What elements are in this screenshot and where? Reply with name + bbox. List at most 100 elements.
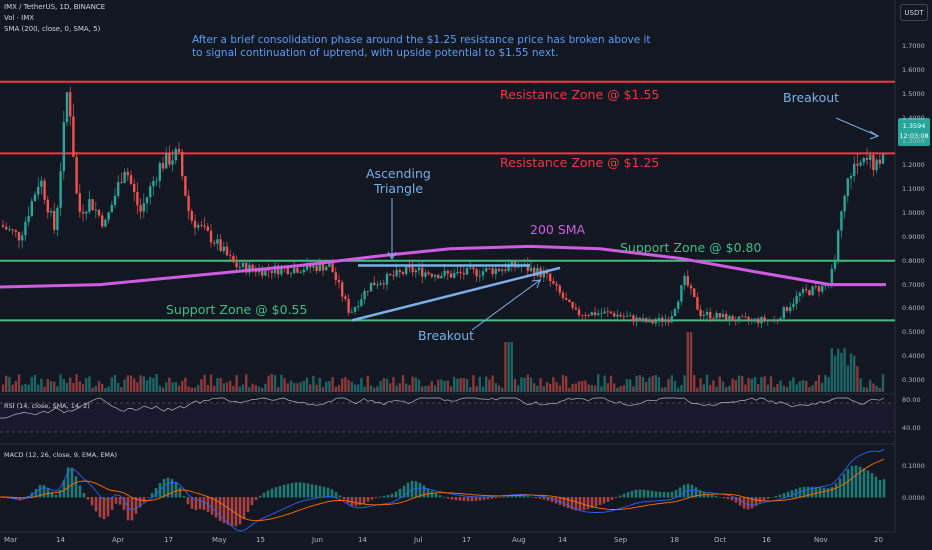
last-price-badge: 1.3594 12:03:08 bbox=[898, 118, 930, 146]
candle-body bbox=[715, 313, 718, 319]
candle-body bbox=[744, 316, 747, 318]
candle-body bbox=[757, 318, 760, 324]
volume-bar bbox=[27, 384, 30, 392]
macd-bar bbox=[426, 488, 430, 498]
macd-bar bbox=[58, 489, 62, 498]
rsi-label[interactable]: RSI (14, close, SMA, 14, 2) bbox=[4, 402, 90, 410]
macd-bar bbox=[122, 497, 126, 510]
volume-bar bbox=[216, 378, 219, 392]
candle-body bbox=[341, 282, 344, 297]
volume-bar bbox=[689, 332, 693, 392]
candle-body bbox=[510, 261, 513, 266]
candle-body bbox=[75, 156, 78, 194]
macd-bar bbox=[446, 497, 450, 499]
candle-body bbox=[328, 263, 331, 267]
candle-body bbox=[62, 122, 65, 172]
sma-label[interactable]: SMA (200, close, 0, SMA, 5) bbox=[4, 25, 101, 33]
volume-bar bbox=[241, 384, 245, 392]
volume-bar bbox=[843, 348, 846, 392]
candle-body bbox=[405, 266, 408, 274]
macd-bar bbox=[246, 497, 250, 512]
time-tick: Jul bbox=[414, 536, 423, 544]
macd-bar bbox=[334, 492, 338, 498]
volume-bar bbox=[360, 377, 363, 392]
candle-body bbox=[648, 319, 651, 323]
volume-bar bbox=[696, 387, 699, 392]
candle-body bbox=[881, 154, 885, 164]
volume-bar bbox=[632, 386, 635, 392]
macd-bar bbox=[94, 497, 98, 512]
candle-body bbox=[296, 267, 299, 273]
volume-bar bbox=[254, 384, 257, 392]
candle-body bbox=[462, 272, 465, 275]
candle-body bbox=[193, 220, 197, 228]
macd-bar bbox=[626, 492, 630, 498]
volume-bar bbox=[219, 378, 222, 392]
currency-button[interactable]: USDT bbox=[900, 4, 928, 21]
price-tick: 0.3000 bbox=[902, 376, 925, 384]
candle-body bbox=[712, 318, 715, 320]
volume-bar bbox=[667, 379, 670, 392]
bar-countdown: 12:03:08 bbox=[899, 132, 929, 140]
candle-body bbox=[814, 286, 817, 288]
macd-bar bbox=[618, 495, 622, 498]
volume-bar bbox=[72, 382, 75, 392]
candle-body bbox=[600, 313, 603, 315]
volume-label[interactable]: Vol · IMX bbox=[4, 14, 35, 22]
volume-bar bbox=[635, 375, 638, 392]
macd-bar bbox=[414, 481, 418, 498]
macd-bar bbox=[182, 495, 186, 498]
volume-bar bbox=[683, 375, 686, 392]
candle-body bbox=[430, 273, 433, 277]
candle-body bbox=[651, 319, 654, 324]
volume-bar bbox=[728, 385, 731, 392]
symbol-title[interactable]: IMX / TetherUS, 1D, BINANCE bbox=[4, 3, 106, 11]
volume-bar bbox=[760, 377, 763, 392]
volume-bar bbox=[305, 377, 309, 392]
candle-body bbox=[792, 303, 795, 308]
candle-body bbox=[449, 273, 453, 278]
volume-bar bbox=[811, 385, 814, 392]
candle-body bbox=[238, 266, 241, 268]
volume-bar bbox=[299, 382, 302, 392]
volume-bar bbox=[817, 374, 821, 392]
candle-body bbox=[478, 275, 481, 277]
volume-bar bbox=[5, 375, 8, 392]
macd-bar bbox=[386, 495, 390, 498]
macd-bar bbox=[278, 485, 282, 498]
macd-bar bbox=[802, 486, 806, 498]
volume-bar bbox=[24, 384, 27, 392]
volume-bar bbox=[337, 384, 341, 392]
candle-body bbox=[779, 318, 782, 320]
candle-body bbox=[305, 262, 309, 270]
volume-bar bbox=[49, 381, 53, 392]
volume-bar bbox=[737, 375, 741, 392]
macd-bar bbox=[582, 497, 586, 511]
volume-bar bbox=[286, 383, 289, 392]
volume-bar bbox=[539, 378, 542, 392]
candle-body bbox=[574, 307, 577, 310]
volume-bar bbox=[645, 382, 648, 392]
volume-bar bbox=[401, 375, 405, 392]
candle-body bbox=[731, 315, 734, 321]
candle-body bbox=[776, 319, 779, 321]
volume-bar bbox=[718, 376, 721, 392]
macd-bar bbox=[250, 497, 254, 506]
macd-label[interactable]: MACD (12, 26, close, 9, EMA, EMA) bbox=[4, 451, 118, 459]
macd-bar bbox=[606, 497, 610, 502]
candle-body bbox=[702, 315, 705, 317]
candle-body bbox=[584, 315, 587, 316]
volume-bar bbox=[661, 387, 664, 392]
volume-bar bbox=[513, 379, 517, 392]
macd-bar bbox=[174, 481, 178, 498]
candle-body bbox=[264, 268, 267, 276]
macd-bar bbox=[82, 493, 86, 498]
volume-bar bbox=[296, 383, 299, 392]
candle-body bbox=[696, 297, 699, 310]
macd-bar bbox=[706, 493, 710, 498]
macd-bar bbox=[854, 465, 858, 498]
macd-bar bbox=[374, 497, 378, 499]
candle-body bbox=[347, 298, 350, 313]
candle-body bbox=[773, 319, 776, 321]
